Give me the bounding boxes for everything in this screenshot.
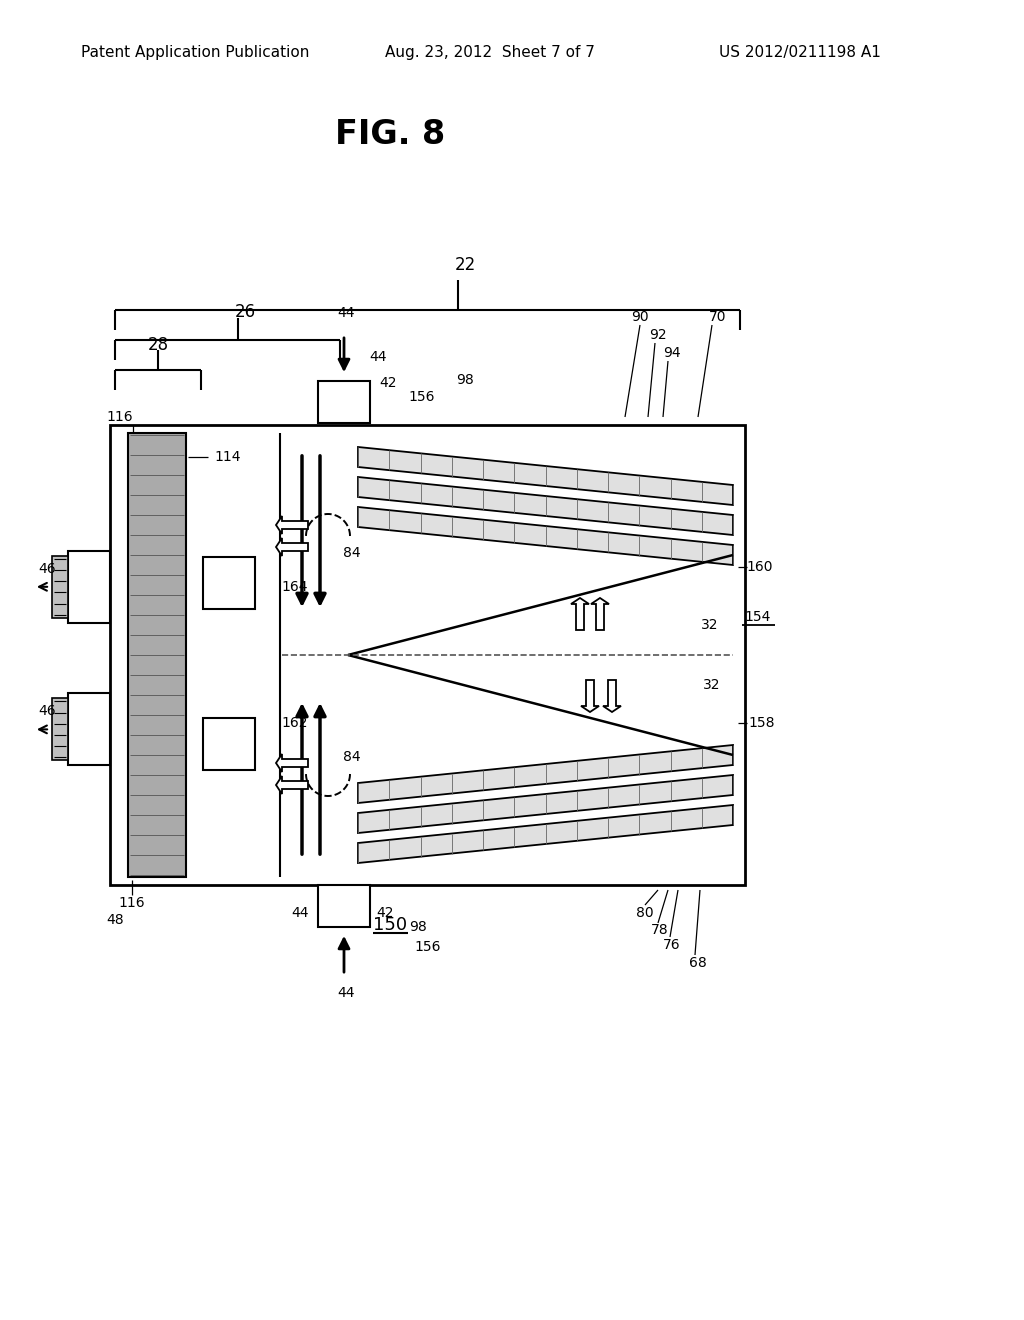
Text: 76: 76 bbox=[664, 939, 681, 952]
Text: 32: 32 bbox=[703, 678, 721, 692]
Text: Aug. 23, 2012  Sheet 7 of 7: Aug. 23, 2012 Sheet 7 of 7 bbox=[385, 45, 595, 59]
Bar bbox=[52, 556, 68, 618]
Bar bbox=[203, 718, 255, 770]
Text: 160: 160 bbox=[746, 560, 773, 574]
Polygon shape bbox=[358, 775, 733, 833]
Text: 48: 48 bbox=[106, 913, 124, 927]
Text: 98: 98 bbox=[456, 374, 474, 387]
Text: 26: 26 bbox=[234, 304, 256, 321]
Polygon shape bbox=[358, 447, 733, 506]
Text: 22: 22 bbox=[455, 256, 476, 275]
Text: 150: 150 bbox=[373, 916, 408, 935]
Text: US 2012/0211198 A1: US 2012/0211198 A1 bbox=[719, 45, 881, 59]
Bar bbox=[128, 433, 186, 876]
Text: 44: 44 bbox=[337, 986, 354, 1001]
Polygon shape bbox=[276, 539, 308, 556]
Bar bbox=[318, 884, 370, 927]
Text: 80: 80 bbox=[636, 906, 653, 920]
Polygon shape bbox=[581, 680, 599, 711]
Text: 116: 116 bbox=[119, 896, 145, 909]
Polygon shape bbox=[358, 744, 733, 803]
Polygon shape bbox=[358, 805, 733, 863]
Text: Patent Application Publication: Patent Application Publication bbox=[81, 45, 309, 59]
Text: 162: 162 bbox=[282, 715, 308, 730]
Text: 46: 46 bbox=[38, 562, 56, 576]
Text: 42: 42 bbox=[379, 376, 396, 389]
Polygon shape bbox=[276, 776, 308, 795]
Text: 92: 92 bbox=[649, 327, 667, 342]
Text: 32: 32 bbox=[701, 618, 719, 632]
Text: 158: 158 bbox=[749, 715, 775, 730]
Text: 98: 98 bbox=[410, 920, 427, 935]
Text: 116: 116 bbox=[106, 411, 133, 424]
Bar bbox=[318, 381, 370, 422]
Text: 46: 46 bbox=[38, 705, 56, 718]
Polygon shape bbox=[276, 754, 308, 772]
Text: 90: 90 bbox=[631, 310, 649, 323]
Text: 44: 44 bbox=[291, 906, 309, 920]
Polygon shape bbox=[358, 507, 733, 565]
Bar bbox=[68, 550, 110, 623]
Text: 156: 156 bbox=[409, 389, 435, 404]
Bar bbox=[110, 425, 745, 884]
Bar bbox=[203, 557, 255, 609]
Text: 68: 68 bbox=[689, 956, 707, 970]
Polygon shape bbox=[591, 598, 609, 630]
Bar bbox=[68, 693, 110, 766]
Text: 156: 156 bbox=[415, 940, 441, 954]
Text: 44: 44 bbox=[370, 350, 387, 364]
Polygon shape bbox=[276, 516, 308, 535]
Text: 84: 84 bbox=[343, 750, 360, 764]
Polygon shape bbox=[571, 598, 589, 630]
Text: 28: 28 bbox=[147, 337, 169, 354]
Text: 44: 44 bbox=[337, 306, 354, 319]
Text: 164: 164 bbox=[282, 579, 308, 594]
Text: 114: 114 bbox=[215, 450, 242, 465]
Text: 78: 78 bbox=[651, 923, 669, 937]
Text: 154: 154 bbox=[744, 610, 771, 624]
Text: FIG. 8: FIG. 8 bbox=[335, 119, 445, 152]
Polygon shape bbox=[358, 477, 733, 535]
Bar bbox=[52, 698, 68, 760]
Text: 42: 42 bbox=[376, 906, 394, 920]
Text: 84: 84 bbox=[343, 546, 360, 560]
Polygon shape bbox=[603, 680, 621, 711]
Text: 70: 70 bbox=[710, 310, 727, 323]
Text: 94: 94 bbox=[664, 346, 681, 360]
